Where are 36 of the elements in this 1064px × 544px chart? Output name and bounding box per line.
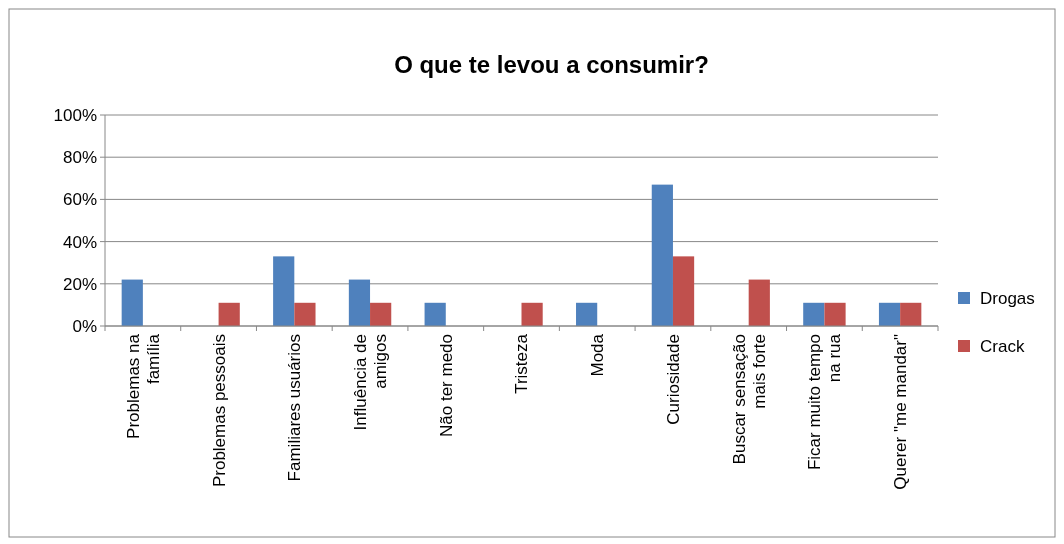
bar	[824, 302, 846, 326]
x-tick-label: Ficar muito tempo na rua	[805, 333, 845, 471]
bar	[748, 279, 770, 326]
x-tick-label: Influência de amigos	[351, 334, 390, 431]
bar	[576, 302, 598, 326]
x-tick-label: Buscar sensação mais forte	[729, 334, 769, 465]
bar	[900, 302, 922, 326]
y-tick-label: 40%	[62, 232, 97, 252]
x-tick-label: Problemas na família	[123, 333, 163, 439]
bar	[121, 279, 143, 326]
x-tick-label: Não ter medo	[436, 334, 456, 437]
x-tick-label: Familiares usuários	[285, 334, 305, 482]
chart-title: O que te levou a consumir?	[394, 51, 709, 78]
x-tick-label: Problemas pessoais	[209, 334, 229, 488]
bar	[651, 184, 673, 326]
x-tick-label: Moda	[588, 333, 608, 377]
y-tick-label: 0%	[72, 316, 97, 336]
bar	[348, 279, 371, 326]
x-tick-label: Querer "me mandar"	[891, 334, 911, 490]
bar	[294, 302, 316, 326]
bar	[424, 302, 446, 326]
legend-label: Crack	[980, 336, 1025, 356]
bar	[273, 256, 295, 326]
x-tick-label: Curiosidade	[663, 334, 683, 425]
legend-label: Drogas	[980, 288, 1035, 308]
bar	[521, 302, 543, 326]
bar	[878, 302, 901, 326]
y-tick-label: 100%	[53, 105, 97, 125]
bar	[218, 302, 240, 326]
bar	[803, 302, 825, 326]
y-tick-label: 60%	[62, 190, 97, 210]
y-tick-label: 20%	[62, 274, 97, 294]
x-tick-label: Tristeza	[512, 333, 532, 394]
bar	[370, 302, 392, 326]
bar	[672, 256, 695, 326]
y-tick-label: 80%	[62, 148, 97, 168]
